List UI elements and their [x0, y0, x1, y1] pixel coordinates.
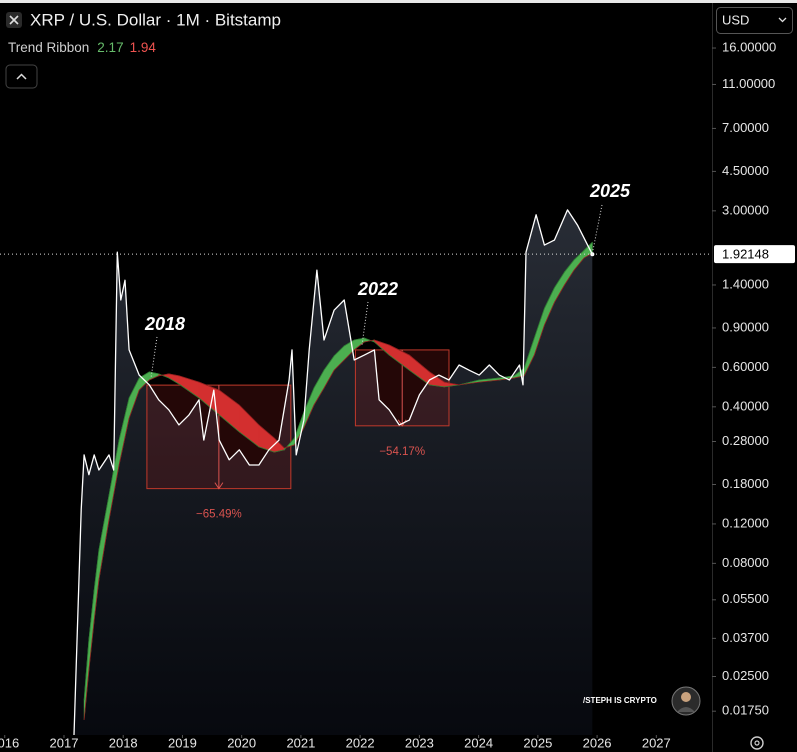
y-tick-label: 16.00000 — [722, 39, 776, 54]
y-tick-label: 0.28000 — [722, 433, 769, 448]
symbol-icon-mark — [9, 15, 19, 25]
y-tick-label: 0.03700 — [722, 630, 769, 645]
x-tick-label: 2026 — [583, 735, 612, 750]
chart-title: XRP / U.S. Dollar · 1M · Bitstamp — [30, 10, 281, 29]
legend: Trend Ribbon 2.17 1.94 — [8, 40, 156, 55]
x-tick-label: 2021 — [286, 735, 315, 750]
y-tick-label: 0.01750 — [722, 703, 769, 718]
overlay: XRP / U.S. Dollar · 1M · Bitstamp Trend … — [5, 7, 793, 750]
collapse-button[interactable] — [5, 64, 38, 89]
ribbon-fast-line — [83, 242, 593, 701]
y-tick-label: 0.18000 — [722, 476, 769, 491]
avatar-face — [681, 692, 691, 702]
price-area — [74, 209, 593, 735]
currency-selector[interactable] — [716, 7, 793, 34]
x-tick-label: 2023 — [405, 735, 434, 750]
avatar-body — [677, 707, 695, 712]
collapse-icon — [16, 73, 27, 80]
y-tick-label: 0.40000 — [722, 398, 769, 413]
y-tick-label: 0.02500 — [722, 668, 769, 683]
settings-icon[interactable] — [750, 736, 764, 750]
y-tick-label: 1.40000 — [722, 276, 769, 291]
y-tick-label: 3.00000 — [722, 202, 769, 217]
y-tick-label: 11.00000 — [722, 76, 775, 91]
x-tick-label: 2016 — [0, 735, 19, 750]
price-line — [73, 209, 593, 736]
drawdown-arrowhead — [214, 482, 224, 490]
plot-area: −65.49% −54.17% 2018 2022 2025 — [73, 181, 631, 736]
y-tick-label: 7.00000 — [722, 120, 769, 135]
legend-fast-value: 2.17 — [97, 40, 123, 55]
y-tick-label: 4.50000 — [722, 163, 769, 178]
watermark: /STEPH IS CRYPTO — [583, 696, 657, 705]
currency-chevron — [778, 17, 787, 23]
annotation: 2018 — [144, 314, 185, 334]
y-tick-label: 0.05500 — [722, 591, 769, 606]
annotation-leader — [361, 301, 369, 346]
drawdown-label: −54.17% — [379, 446, 425, 458]
y-tick-label: 0.08000 — [722, 555, 769, 570]
x-tick-label: 2027 — [642, 735, 671, 750]
annotation-leader — [150, 336, 158, 379]
legend-slow-value: 1.94 — [130, 40, 157, 55]
x-tick-label: 2025 — [523, 735, 552, 750]
last-price-box — [714, 245, 795, 264]
ribbon-slow-line — [83, 252, 593, 720]
y-tick-label: 0.60000 — [722, 359, 769, 374]
annotation: 2022 — [357, 279, 398, 299]
y-tick-label: 0.12000 — [722, 515, 769, 530]
y-tick-label: 0.90000 — [722, 319, 769, 334]
top-border — [0, 0, 797, 3]
x-tick-label: 2019 — [168, 735, 197, 750]
x-tick-label: 2022 — [346, 735, 375, 750]
x-tick-label: 2024 — [464, 735, 493, 750]
x-tick-label: 2017 — [50, 735, 79, 750]
currency-label: USD — [722, 12, 749, 27]
legend-label: Trend Ribbon — [8, 40, 89, 55]
x-tick-label: 2018 — [109, 735, 138, 750]
annotation: 2025 — [589, 181, 631, 201]
drawdown-label: −65.49% — [196, 509, 242, 521]
last-price-label: 1.92148 — [722, 247, 769, 262]
x-tick-label: 2020 — [227, 735, 256, 750]
settings-icon-center — [754, 740, 760, 746]
